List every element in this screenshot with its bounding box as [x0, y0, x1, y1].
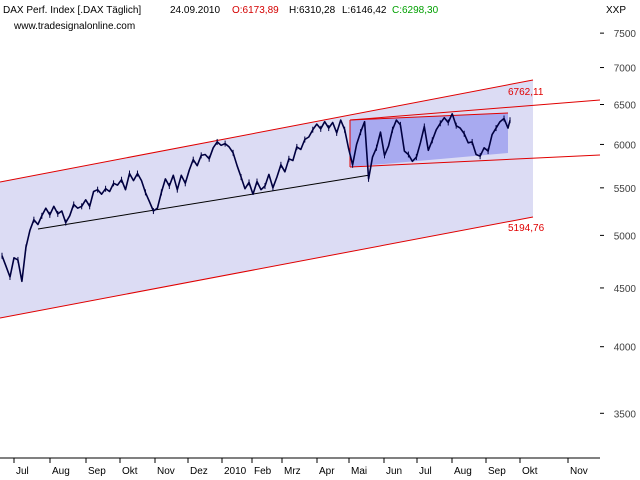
- lower-channel-line: [0, 216, 534, 319]
- x-tick-label: Sep: [488, 466, 506, 477]
- x-tick-label: Okt: [522, 466, 538, 477]
- x-tick-label: Jul: [419, 466, 432, 477]
- x-tick-label: Nov: [157, 466, 175, 477]
- close-value: C:6298,30: [392, 5, 439, 16]
- website-link[interactable]: www.tradesignalonline.com: [13, 21, 135, 32]
- chart-header: DAX Perf. Index [.DAX Täglich] 24.09.201…: [3, 5, 626, 32]
- y-tick-label: 5500: [614, 184, 637, 195]
- unit-label: XXP: [606, 5, 626, 16]
- instrument-title: DAX Perf. Index [.DAX Täglich]: [3, 5, 141, 16]
- channel-value-label: 5194,76: [508, 223, 545, 234]
- y-tick-label: 5000: [614, 231, 637, 242]
- upper-channel-line: [0, 79, 534, 183]
- x-tick-label: Jul: [16, 466, 29, 477]
- x-tick-label: Jun: [386, 466, 402, 477]
- y-tick-label: 4000: [614, 343, 637, 354]
- y-tick-label: 6500: [614, 101, 637, 112]
- channel-lines: [0, 79, 601, 319]
- x-tick-label: Mai: [351, 466, 367, 477]
- price-series: [1, 113, 511, 283]
- date-label: 24.09.2010: [170, 5, 220, 16]
- x-tick-label: Feb: [254, 466, 272, 477]
- x-tick-label: Aug: [454, 466, 472, 477]
- y-tick-label: 3500: [614, 409, 637, 420]
- support-trendline: [37, 174, 371, 230]
- high-value: H:6310,28: [289, 5, 336, 16]
- x-tick-label: Dez: [190, 466, 208, 477]
- y-tick-label: 4500: [614, 284, 637, 295]
- open-value: O:6173,89: [232, 5, 279, 16]
- x-tick-label: 2010: [224, 466, 247, 477]
- x-tick-label: Aug: [52, 466, 70, 477]
- x-tick-label: Nov: [570, 466, 588, 477]
- channel-fills: [0, 80, 533, 318]
- y-tick-label: 7000: [614, 64, 637, 75]
- inner-channel-fill: [350, 113, 508, 167]
- inner-upper-line: [349, 112, 509, 121]
- x-tick-label: Sep: [88, 466, 106, 477]
- channel-value-label: 6762,11: [508, 87, 544, 98]
- y-tick-label: 6000: [614, 140, 637, 151]
- low-value: L:6146,42: [342, 5, 387, 16]
- x-tick-label: Okt: [122, 466, 138, 477]
- axes: 7500 7000 6500 6000 5500 5000 4500 4000 3500 Jul A…: [0, 29, 636, 477]
- middle-channel-line: [349, 99, 601, 121]
- y-tick-label: 7500: [614, 29, 637, 40]
- x-tick-label: Apr: [319, 466, 335, 477]
- annotations: 6762,11 5194,76: [508, 87, 545, 234]
- inner-lower-line: [349, 154, 601, 168]
- x-tick-label: Mrz: [284, 466, 301, 477]
